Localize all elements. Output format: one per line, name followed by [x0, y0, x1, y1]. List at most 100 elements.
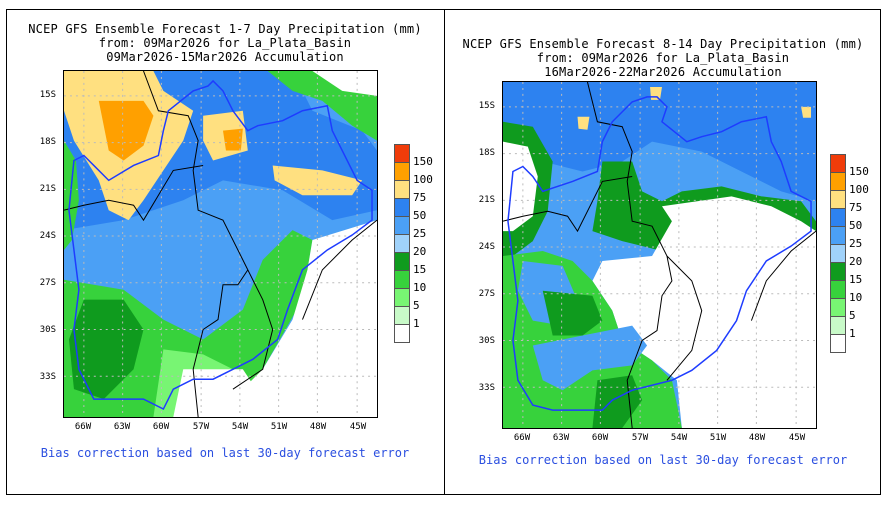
- colorbar-label: 100: [849, 183, 869, 196]
- precip-region-green-w: [64, 140, 79, 250]
- colorbar-swatch: [830, 208, 846, 227]
- precip-map-svg: [503, 82, 816, 428]
- lat-label: 27S: [478, 289, 495, 299]
- colorbar-swatch: [830, 316, 846, 335]
- lat-label: 33S: [39, 372, 56, 382]
- forecast-panel-week1: NCEP GFS Ensemble Forecast 1-7 Day Preci…: [6, 9, 444, 495]
- lon-label: 54W: [670, 433, 688, 443]
- precip-region-white-c: [592, 196, 816, 428]
- colorbar-swatch: [394, 216, 410, 235]
- colorbar-label: 5: [413, 299, 420, 312]
- lat-gridlines: [503, 106, 816, 388]
- lon-label: 51W: [270, 422, 288, 432]
- precip-region-100b: [222, 128, 243, 151]
- lon-label: 60W: [152, 422, 170, 432]
- title-line-1: NCEP GFS Ensemble Forecast 8-14 Day Prec…: [462, 37, 864, 51]
- lon-label: 45W: [349, 422, 367, 432]
- lat-label: 30S: [478, 336, 495, 346]
- colorbar-label: 5: [849, 309, 856, 322]
- precip-map: [502, 81, 817, 429]
- precip-region-darkgreen-s2: [592, 375, 643, 428]
- colorbar-label: 15: [849, 273, 863, 286]
- precip-region-75c: [272, 165, 363, 196]
- lon-label: 48W: [748, 433, 766, 443]
- colorbar-label: 50: [413, 209, 427, 222]
- colorbar-swatch: [830, 262, 846, 281]
- panel-title: NCEP GFS Ensemble Forecast 1-7 Day Preci…: [6, 22, 444, 64]
- precip-region-75-spot: [577, 116, 590, 130]
- title-line-3: 16Mar2026-22Mar2026 Accumulation: [544, 65, 782, 79]
- lon-label: 51W: [709, 433, 727, 443]
- figure-frame: [6, 9, 881, 495]
- lon-label: 66W: [513, 433, 531, 443]
- lon-label: 63W: [113, 422, 131, 432]
- lat-label: 30S: [39, 325, 56, 335]
- precip-region-white-w: [503, 141, 538, 232]
- colorbar-swatch: [394, 144, 410, 163]
- colorbar-swatch: [830, 226, 846, 245]
- lat-label: 15S: [478, 101, 495, 111]
- colorbar-swatch: [830, 334, 846, 353]
- colorbar-swatch: [394, 252, 410, 271]
- colorbar-label: 25: [849, 237, 863, 250]
- lon-label: 48W: [309, 422, 327, 432]
- precip-region-50: [503, 82, 816, 202]
- precip-region-white-ne: [312, 71, 377, 96]
- lon-gridlines: [83, 71, 358, 417]
- colorbar-label: 1: [413, 317, 420, 330]
- lon-label: 66W: [74, 422, 92, 432]
- colorbar-label: 25: [413, 227, 427, 240]
- precip-region-blue-s2: [532, 325, 648, 391]
- colorbar-label: 15: [413, 263, 427, 276]
- precip-region-100: [98, 100, 154, 161]
- colorbar-label: 75: [413, 191, 427, 204]
- colorbar-swatch: [394, 234, 410, 253]
- colorbar-label: 150: [849, 165, 869, 178]
- precip-map-svg: [64, 71, 377, 417]
- lat-label: 21S: [39, 184, 56, 194]
- basin-outline: [68, 79, 373, 411]
- colorbar-swatch: [394, 324, 410, 343]
- bias-correction-note: Bias correction based on last 30-day for…: [478, 453, 848, 467]
- colorbar-swatch: [830, 244, 846, 263]
- lon-label: 57W: [631, 433, 649, 443]
- title-line-2: from: 09Mar2026 for La_Plata_Basin: [98, 36, 352, 50]
- precip-region-darkgreen-s: [542, 290, 603, 336]
- precip-map: [63, 70, 378, 418]
- lon-label: 45W: [788, 433, 806, 443]
- lat-label: 24S: [39, 231, 56, 241]
- precip-region-75-spot3: [801, 106, 812, 118]
- country-borders: [503, 82, 816, 428]
- panel-title: NCEP GFS Ensemble Forecast 8-14 Day Prec…: [445, 37, 881, 79]
- title-line-3: 09Mar2026-15Mar2026 Accumulation: [106, 50, 344, 64]
- colorbar-swatch: [830, 280, 846, 299]
- colorbar-swatch: [394, 180, 410, 199]
- lat-label: 15S: [39, 90, 56, 100]
- lon-label: 57W: [192, 422, 210, 432]
- colorbar-swatch: [830, 154, 846, 173]
- precip-region-darkgreen-s: [68, 299, 144, 400]
- lat-label: 21S: [478, 195, 495, 205]
- lon-label: 54W: [231, 422, 249, 432]
- panel-divider: [444, 9, 445, 495]
- colorbar-swatch: [394, 306, 410, 325]
- colorbar-label: 10: [413, 281, 427, 294]
- colorbar-swatch: [394, 198, 410, 217]
- bias-correction-note: Bias correction based on last 30-day for…: [40, 446, 410, 460]
- forecast-panel-week2: NCEP GFS Ensemble Forecast 8-14 Day Prec…: [445, 9, 881, 495]
- title-line-1: NCEP GFS Ensemble Forecast 1-7 Day Preci…: [28, 22, 422, 36]
- lon-label: 63W: [552, 433, 570, 443]
- colorbar-swatch: [394, 288, 410, 307]
- colorbar-swatch: [394, 162, 410, 181]
- lon-label: 60W: [591, 433, 609, 443]
- colorbar-label: 75: [849, 201, 863, 214]
- colorbar-label: 10: [849, 291, 863, 304]
- colorbar-swatch: [830, 172, 846, 191]
- lon-gridlines: [522, 82, 797, 428]
- colorbar-label: 20: [413, 245, 427, 258]
- precip-region-white-se: [232, 220, 377, 417]
- basin-outline: [507, 96, 812, 411]
- lat-label: 24S: [478, 242, 495, 252]
- colorbar-label: 50: [849, 219, 863, 232]
- colorbar-label: 150: [413, 155, 433, 168]
